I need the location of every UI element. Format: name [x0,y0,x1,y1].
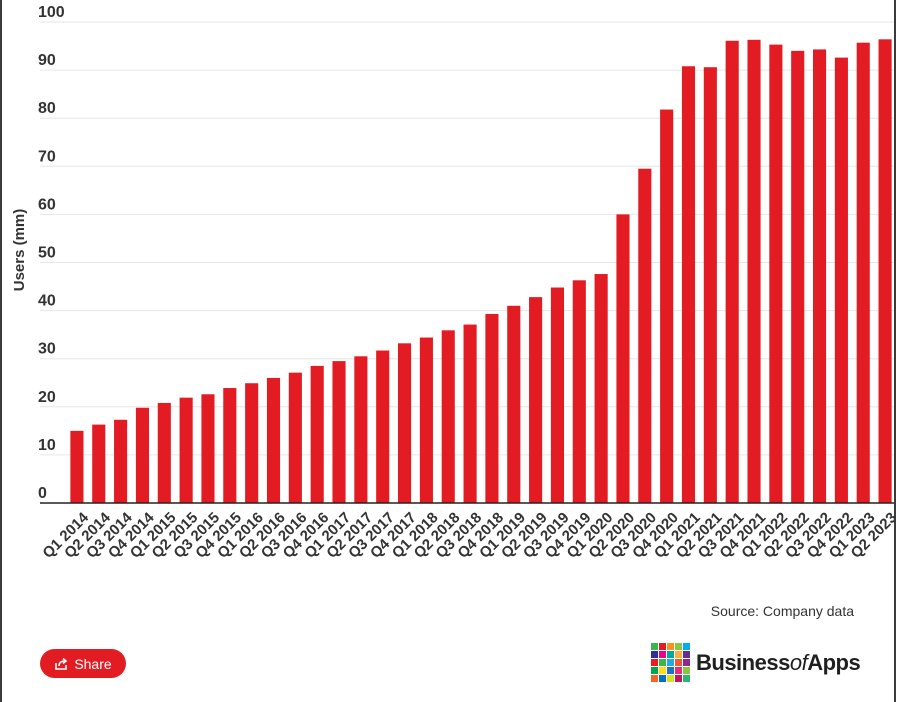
y-tick-label: 50 [38,245,56,262]
logo-tile [675,643,682,650]
y-tick-label: 10 [38,437,56,454]
bar [114,419,128,503]
bar [441,330,455,503]
logo-tile [651,651,658,658]
y-tick-label: 20 [38,389,56,406]
logo-tile [659,643,666,650]
bar [660,109,674,503]
logo-text: BusinessofApps [696,649,861,675]
bar [856,42,870,504]
y-tick-label: 90 [38,52,56,69]
share-button[interactable]: Share [40,649,126,678]
bar [747,39,761,504]
bar [572,280,586,503]
bar [266,377,281,503]
share-label: Share [74,655,112,672]
bar [529,297,543,503]
y-tick-label: 70 [38,148,56,165]
bar [157,402,171,503]
bar [769,44,783,504]
bar [201,394,215,503]
y-tick-label: 30 [38,341,56,358]
bars [70,39,892,504]
logo-tile [659,651,666,658]
bar [834,57,848,504]
bar [878,39,892,503]
bar [135,407,149,503]
logo-tile [683,651,690,658]
y-tick-label: 100 [38,4,65,21]
bar [398,343,412,503]
y-tick-label: 60 [38,196,56,213]
bar [813,49,827,504]
y-tick-label: 0 [38,485,47,502]
logo-tile [659,675,666,682]
bar [485,313,499,503]
y-tick-label: 40 [38,293,56,310]
y-axis-label: Users (mm) [11,209,28,292]
bar [70,430,84,503]
logo-tile [675,675,682,682]
logo-tile [667,651,674,658]
logo-tile [659,667,666,674]
bar [223,388,237,503]
logo-tile [675,651,682,658]
bar [616,214,630,503]
bar [92,424,106,503]
chart: Users (mm) 0 10 20 30 40 50 60 70 80 90 100 Q1 201… [11,4,900,562]
businessofapps-logo[interactable]: BusinessofApps [651,643,861,682]
bar [376,350,390,503]
bar [550,287,564,503]
logo-tile [675,659,682,666]
bar [791,50,805,504]
logo-tile [651,667,658,674]
logo-tile [667,659,674,666]
bar [179,397,193,503]
bar [507,305,521,503]
share-icon [54,657,68,671]
logo-tile [675,667,682,674]
bar [332,361,346,503]
logo-tile [683,675,690,682]
bar [354,356,368,503]
source-note: Source: Company data [710,603,854,619]
bar [419,337,433,503]
bar [310,365,324,503]
logo-mosaic-icon [651,643,690,682]
bar [638,168,652,503]
bar [725,40,739,503]
logo-tile [667,667,674,674]
bar [681,66,696,503]
bar [463,324,477,503]
bar [245,383,259,503]
logo-tile [683,659,690,666]
bar [594,274,608,503]
logo-tile [683,667,690,674]
y-tick-label: 80 [38,100,56,117]
logo-tile [667,675,674,682]
logo-tile [667,643,674,650]
logo-tile [651,643,658,650]
logo-tile [651,675,658,682]
logo-tile [651,659,658,666]
logo-tile [659,659,666,666]
bar [703,67,717,504]
bar [288,372,302,503]
y-tick-labels: 0 10 20 30 40 50 60 70 80 90 100 [38,4,65,502]
logo-tile [683,643,690,650]
